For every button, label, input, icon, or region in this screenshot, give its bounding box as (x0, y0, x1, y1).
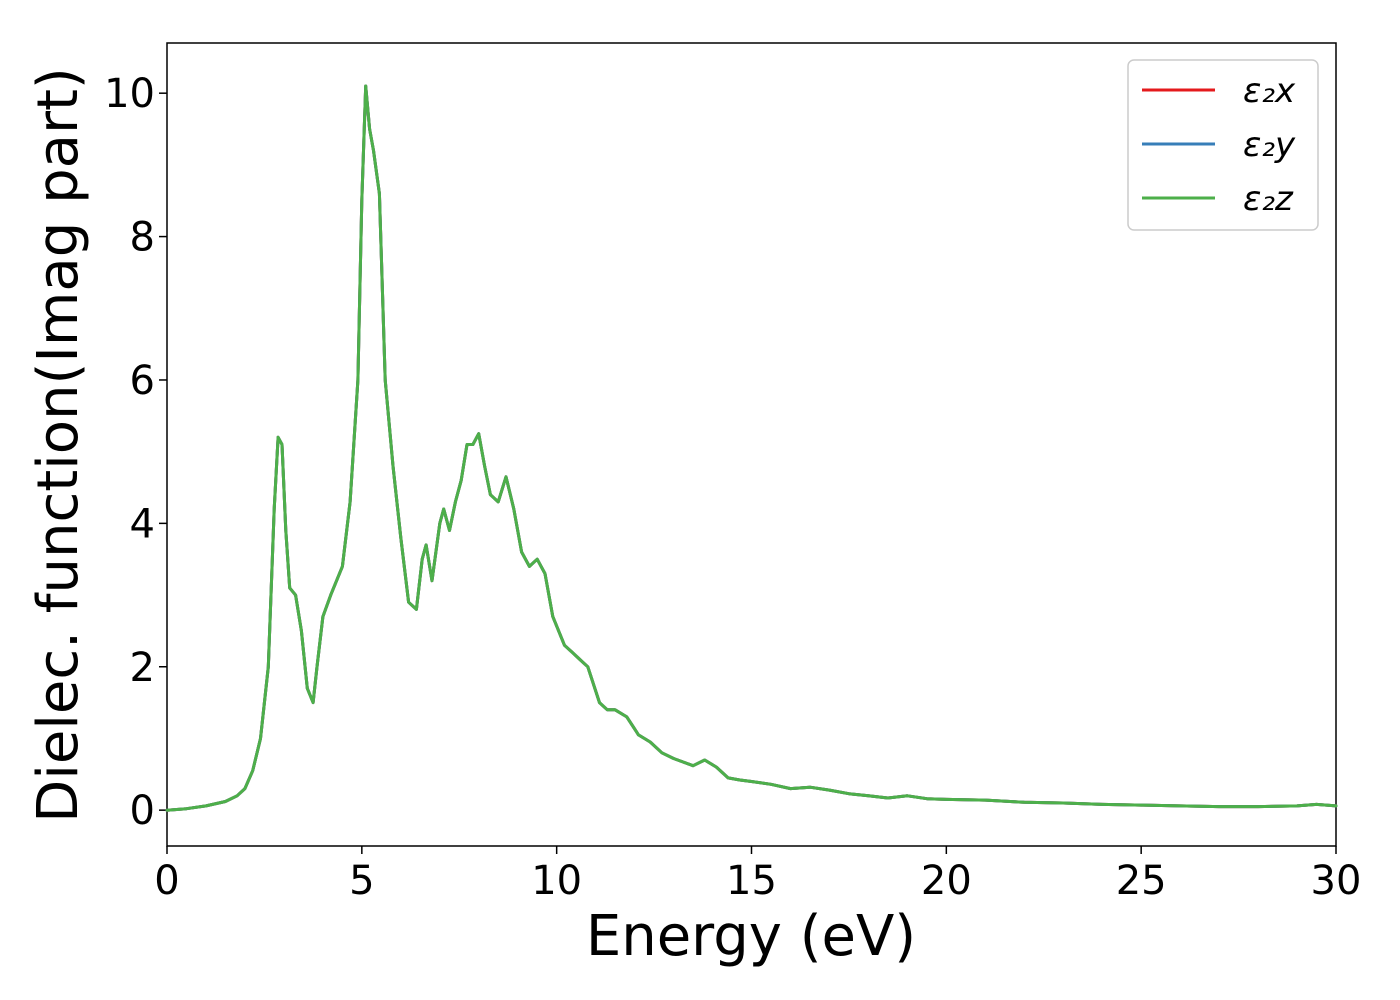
series-line-3 (165, 84, 1338, 812)
x-axis-ticks: 0 5 10 15 20 25 30 (154, 846, 1361, 904)
legend-label-2: ε₂y (1243, 125, 1296, 165)
x-tick-label: 20 (921, 858, 972, 904)
legend-label-1: ε₂x (1243, 71, 1296, 111)
legend-label-3: ε₂z (1243, 179, 1294, 219)
x-tick-label: 30 (1311, 858, 1362, 904)
x-axis-label: Energy (eV) (586, 904, 916, 969)
y-tick-label: 6 (130, 358, 155, 404)
y-tick-label: 4 (130, 501, 155, 547)
y-tick-label: 2 (130, 645, 155, 691)
x-tick-label: 0 (154, 858, 179, 904)
y-axis-ticks: 0 2 4 6 8 10 (104, 71, 167, 834)
y-axis-label: Dielec. function(Imag part) (26, 67, 91, 823)
x-tick-label: 15 (726, 858, 777, 904)
y-tick-label: 10 (104, 71, 155, 117)
x-tick-label: 25 (1116, 858, 1167, 904)
legend: ε₂x ε₂y ε₂z (1127, 59, 1319, 231)
x-tick-label: 10 (531, 858, 582, 904)
y-tick-label: 8 (130, 215, 155, 261)
y-tick-label: 0 (130, 788, 155, 834)
series-lines (165, 84, 1338, 812)
legend-box (1127, 59, 1319, 231)
x-tick-label: 5 (349, 858, 374, 904)
